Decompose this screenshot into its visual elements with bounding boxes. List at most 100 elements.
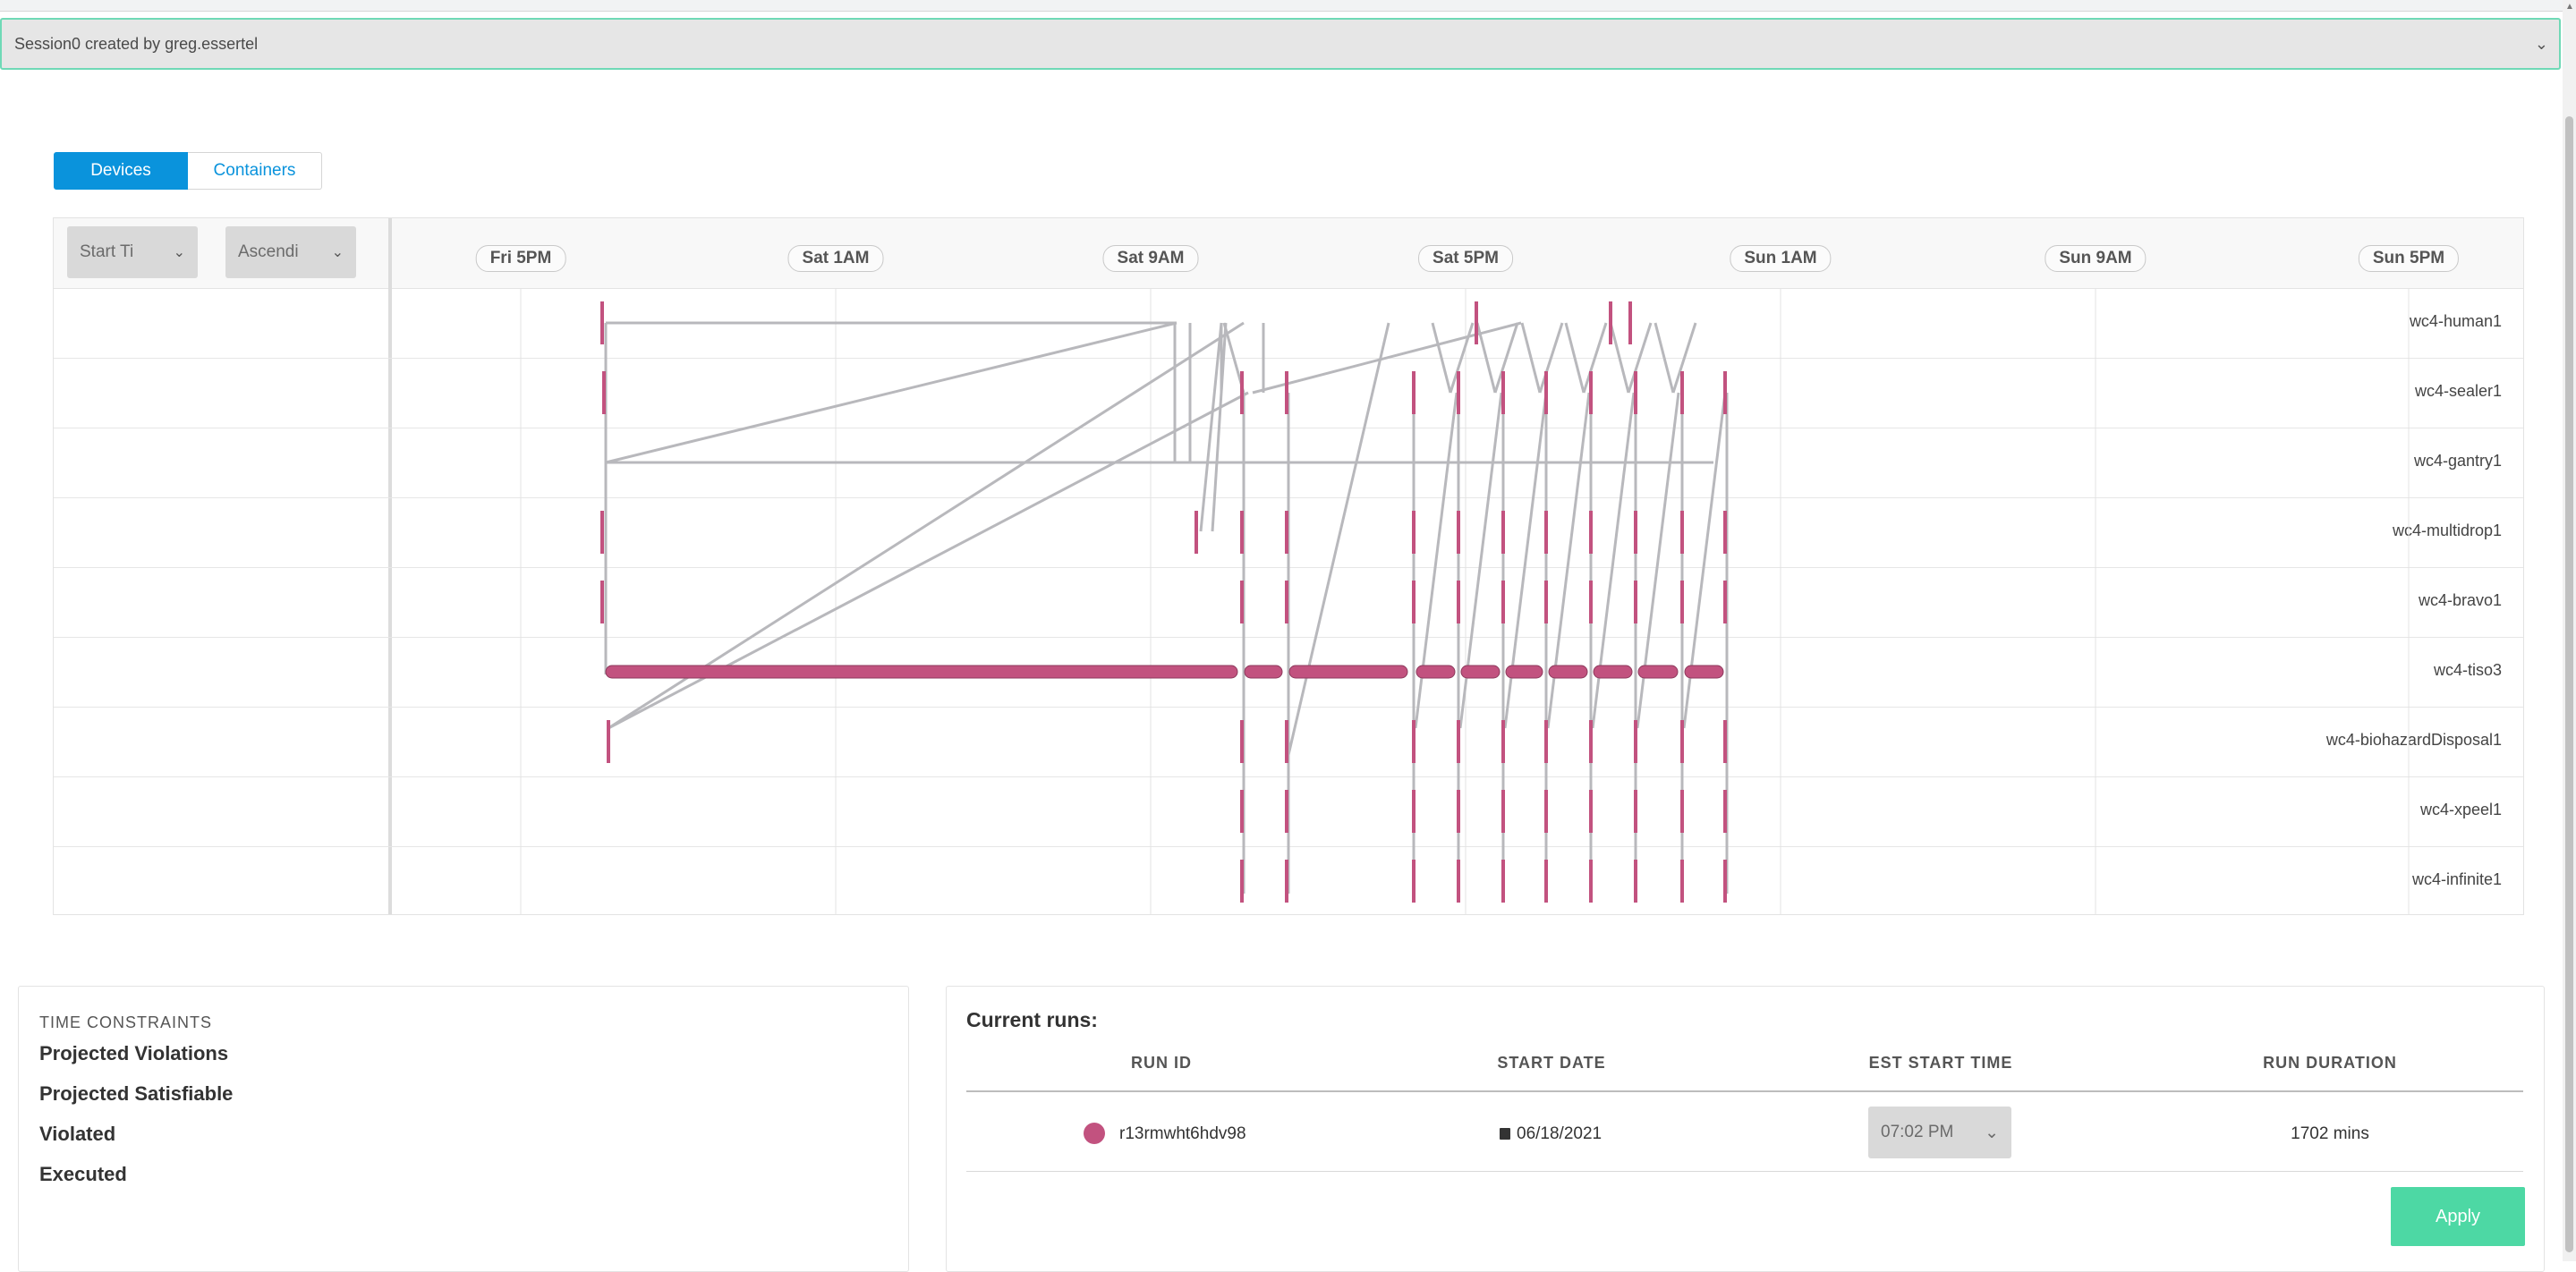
device-timeline: Start Ti ⌄ Ascendi ⌄ wc4-human1 wc4-seal… <box>53 217 2524 915</box>
task-bar <box>1723 720 1727 763</box>
sort-order-select[interactable]: Ascendi ⌄ <box>225 226 356 278</box>
task-bar <box>1412 720 1416 763</box>
task-bar <box>1457 581 1460 623</box>
dependency-link <box>1609 322 1630 394</box>
dependency-link <box>1582 322 1608 394</box>
task-bar <box>1285 860 1288 903</box>
constraint-violated[interactable]: Violated <box>39 1123 116 1145</box>
task-bar <box>1634 720 1637 763</box>
run-color-dot <box>1084 1123 1105 1144</box>
column-header-est-start-time: EST START TIME <box>1868 1054 2013 1072</box>
schedule-chart[interactable] <box>54 218 2523 914</box>
task-bar <box>1637 665 1679 679</box>
task-bar <box>1723 511 1727 554</box>
task-bar <box>1544 720 1548 763</box>
task-bar <box>600 301 604 344</box>
apply-button[interactable]: Apply <box>2391 1187 2525 1246</box>
calendar-icon <box>1500 1128 1510 1140</box>
time-constraints-panel: TIME CONSTRAINTS Projected Violations Pr… <box>18 986 909 1272</box>
task-bar <box>607 720 610 763</box>
task-bar <box>1544 790 1548 833</box>
dependency-link <box>1449 322 1475 394</box>
task-bar <box>1412 371 1416 414</box>
constraint-projected-violations[interactable]: Projected Violations <box>39 1042 229 1064</box>
dependency-link <box>1627 322 1653 394</box>
task-bar <box>605 665 1238 679</box>
task-bar <box>1589 371 1593 414</box>
session-selector[interactable]: Session0 created by greg.essertel ⌄ <box>0 18 2561 70</box>
task-bar <box>1457 371 1460 414</box>
time-tick: Sun 1AM <box>1730 245 1832 272</box>
device-label: wc4-infinite1 <box>2411 870 2502 888</box>
column-header-run-id: RUN ID <box>1131 1054 1192 1072</box>
page-scrollbar[interactable]: ▲ <box>2563 0 2576 1261</box>
task-bar <box>1240 790 1244 833</box>
time-tick: Fri 5PM <box>475 245 566 272</box>
chevron-down-icon: ⌄ <box>331 245 344 260</box>
task-bar <box>1609 301 1612 344</box>
dependency-link <box>1654 322 1675 394</box>
task-bar <box>1723 371 1727 414</box>
session-label: Session0 created by greg.essertel <box>14 34 259 53</box>
table-header-divider <box>966 1090 2523 1092</box>
constraint-executed[interactable]: Executed <box>39 1163 127 1185</box>
task-bar <box>600 511 604 554</box>
task-bar <box>1240 720 1244 763</box>
task-bar <box>1589 790 1593 833</box>
scroll-up-icon[interactable]: ▲ <box>2565 2 2574 12</box>
task-bar <box>1680 371 1684 414</box>
task-bar <box>602 371 606 414</box>
task-bar <box>1634 371 1637 414</box>
task-bar <box>1285 371 1288 414</box>
task-bar <box>1416 665 1456 679</box>
tab-devices[interactable]: Devices <box>54 152 188 190</box>
constraint-projected-satisfiable[interactable]: Projected Satisfiable <box>39 1082 234 1105</box>
task-bar <box>1412 511 1416 554</box>
device-label: wc4-human1 <box>2409 312 2502 330</box>
start-date[interactable]: 06/18/2021 <box>1500 1124 1602 1144</box>
device-label: wc4-sealer1 <box>2414 382 2502 400</box>
chevron-down-icon: ⌄ <box>1985 1123 1999 1142</box>
task-bar <box>1288 665 1408 679</box>
task-bar <box>1460 665 1501 679</box>
sort-field-select[interactable]: Start Ti ⌄ <box>67 226 198 278</box>
chevron-down-icon: ⌄ <box>2534 35 2548 53</box>
task-bar <box>1684 665 1724 679</box>
device-label: wc4-tiso3 <box>2433 661 2502 679</box>
row-divider <box>54 358 2523 359</box>
task-bar <box>1505 665 1543 679</box>
dependency-link <box>1564 322 1586 394</box>
task-bar <box>1412 581 1416 623</box>
row-divider <box>966 1171 2523 1172</box>
task-bar <box>1501 860 1505 903</box>
current-runs-panel: Current runs: RUN ID START DATE EST STAR… <box>946 986 2545 1272</box>
view-tabs: Devices Containers <box>54 152 322 190</box>
task-bar <box>1634 860 1637 903</box>
task-bar <box>1544 371 1548 414</box>
task-bar <box>1589 511 1593 554</box>
task-bar <box>1680 790 1684 833</box>
dependency-link <box>1520 322 1542 394</box>
task-bar <box>1501 371 1505 414</box>
task-bar <box>1244 665 1283 679</box>
device-label: wc4-xpeel1 <box>2419 801 2502 818</box>
task-bars <box>600 301 1727 903</box>
task-bar <box>1628 301 1632 344</box>
scrollbar-thumb[interactable] <box>2565 116 2573 1252</box>
task-bar <box>1680 581 1684 623</box>
time-constraints-heading: TIME CONSTRAINTS <box>39 1013 213 1031</box>
task-bar <box>1634 790 1637 833</box>
task-bar <box>1457 511 1460 554</box>
device-label: wc4-biohazardDisposal1 <box>2325 731 2502 749</box>
task-bar <box>1285 581 1288 623</box>
dependency-link <box>1493 322 1519 394</box>
device-label-column <box>54 218 392 914</box>
task-bar <box>1634 511 1637 554</box>
tab-containers[interactable]: Containers <box>188 152 322 190</box>
task-bar <box>1457 860 1460 903</box>
est-start-time-select[interactable]: 07:02 PM ⌄ <box>1868 1107 2011 1158</box>
sort-field-value: Start Ti <box>80 242 134 261</box>
task-bar <box>1240 860 1244 903</box>
time-tick: Sat 9AM <box>1102 245 1199 272</box>
start-date-value: 06/18/2021 <box>1517 1124 1603 1143</box>
